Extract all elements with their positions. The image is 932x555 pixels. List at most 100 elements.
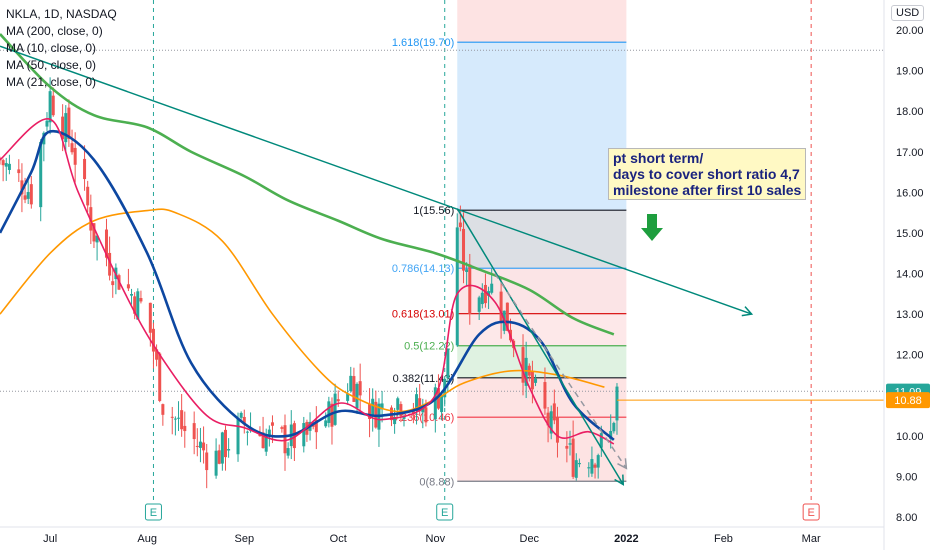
candle-body[interactable] — [26, 192, 30, 199]
candle-body[interactable] — [64, 113, 68, 143]
candle-body[interactable] — [440, 394, 444, 413]
candle-body[interactable] — [490, 283, 494, 293]
candle-body[interactable] — [227, 449, 231, 451]
candle-body[interactable] — [612, 422, 616, 432]
candle-body[interactable] — [521, 347, 525, 383]
candle-body[interactable] — [524, 357, 528, 386]
candle-body[interactable] — [415, 394, 419, 411]
candle-body[interactable] — [23, 195, 27, 200]
candle-body[interactable] — [333, 393, 337, 425]
candle-body[interactable] — [92, 223, 96, 242]
candle-body[interactable] — [534, 378, 538, 383]
candle-body[interactable] — [555, 417, 559, 443]
candle-body[interactable] — [346, 393, 350, 401]
ma50-line[interactable] — [0, 208, 605, 413]
candle-body[interactable] — [104, 229, 108, 258]
candle-body[interactable] — [402, 416, 406, 419]
candle-body[interactable] — [371, 398, 375, 415]
candle-body[interactable] — [355, 383, 359, 409]
earnings-event-marker[interactable] — [144, 503, 162, 521]
candle-body[interactable] — [330, 403, 334, 427]
candle-body[interactable] — [552, 403, 556, 421]
candle-body[interactable] — [48, 91, 52, 123]
candle-body[interactable] — [202, 442, 206, 451]
candle-body[interactable] — [396, 398, 400, 410]
annotation-note[interactable]: pt short term/ days to cover short ratio… — [608, 148, 807, 200]
candle-body[interactable] — [286, 448, 290, 456]
candle-body[interactable] — [89, 207, 93, 231]
candle-body[interactable] — [173, 418, 177, 420]
candle-body[interactable] — [587, 467, 591, 469]
candle-body[interactable] — [158, 353, 162, 401]
candle-body[interactable] — [468, 264, 472, 314]
candle-body[interactable] — [399, 404, 403, 417]
candle-body[interactable] — [170, 416, 174, 418]
candle-body[interactable] — [264, 434, 268, 452]
legend-ma21[interactable]: MA (21, close, 0) — [6, 75, 97, 89]
currency-badge[interactable]: USD — [891, 5, 925, 21]
candle-body[interactable] — [280, 427, 284, 429]
candle-body[interactable] — [480, 292, 484, 305]
candle-body[interactable] — [324, 420, 328, 427]
candle-body[interactable] — [292, 423, 296, 449]
candle-body[interactable] — [17, 169, 21, 174]
candle-body[interactable] — [368, 403, 372, 420]
candle-body[interactable] — [45, 120, 49, 127]
candle-body[interactable] — [465, 269, 469, 272]
candle-body[interactable] — [111, 281, 115, 286]
candle-body[interactable] — [195, 445, 199, 447]
candle-body[interactable] — [51, 95, 55, 116]
candle-body[interactable] — [505, 302, 509, 331]
candle-body[interactable] — [136, 291, 140, 320]
candle-body[interactable] — [67, 107, 71, 139]
candle-body[interactable] — [418, 398, 422, 412]
candle-body[interactable] — [155, 349, 159, 360]
candle-body[interactable] — [458, 222, 462, 228]
candle-body[interactable] — [236, 418, 240, 455]
candle-body[interactable] — [577, 462, 581, 465]
candle-body[interactable] — [267, 429, 271, 436]
trendline[interactable] — [456, 208, 624, 485]
candle-body[interactable] — [487, 291, 491, 296]
candle-body[interactable] — [358, 381, 362, 396]
candle-body[interactable] — [352, 376, 356, 402]
trendline[interactable] — [0, 45, 752, 315]
candle-body[interactable] — [242, 416, 246, 425]
earnings-event-marker[interactable] — [802, 503, 820, 521]
candle-body[interactable] — [565, 445, 569, 449]
candle-body[interactable] — [483, 284, 487, 304]
candle-body[interactable] — [314, 419, 318, 433]
candle-body[interactable] — [220, 432, 224, 464]
candle-body[interactable] — [61, 116, 65, 140]
candle-body[interactable] — [183, 425, 187, 432]
candle-body[interactable] — [108, 252, 112, 276]
candle-body[interactable] — [151, 328, 155, 352]
candle-body[interactable] — [568, 443, 572, 445]
candle-body[interactable] — [73, 147, 77, 165]
candle-body[interactable] — [7, 163, 11, 170]
candle-body[interactable] — [327, 401, 331, 423]
candle-body[interactable] — [29, 184, 33, 205]
candle-body[interactable] — [546, 412, 550, 426]
candle-body[interactable] — [433, 387, 437, 420]
candle-body[interactable] — [130, 294, 134, 296]
candle-body[interactable] — [223, 429, 227, 458]
earnings-event-marker[interactable] — [436, 503, 454, 521]
candle-body[interactable] — [270, 422, 274, 426]
candle-body[interactable] — [593, 464, 597, 468]
candle-body[interactable] — [261, 432, 265, 449]
candle-body[interactable] — [530, 371, 534, 390]
candle-body[interactable] — [4, 163, 8, 167]
candle-body[interactable] — [283, 425, 287, 454]
candle-body[interactable] — [177, 417, 181, 419]
candle-body[interactable] — [239, 412, 243, 418]
candle-body[interactable] — [349, 375, 353, 392]
legend-ma10[interactable]: MA (10, close, 0) — [6, 41, 97, 55]
candle-body[interactable] — [20, 180, 24, 195]
candle-body[interactable] — [245, 431, 249, 433]
candle-body[interactable] — [192, 423, 196, 440]
candle-body[interactable] — [424, 407, 428, 423]
candle-body[interactable] — [336, 399, 340, 402]
candle-body[interactable] — [596, 455, 600, 468]
